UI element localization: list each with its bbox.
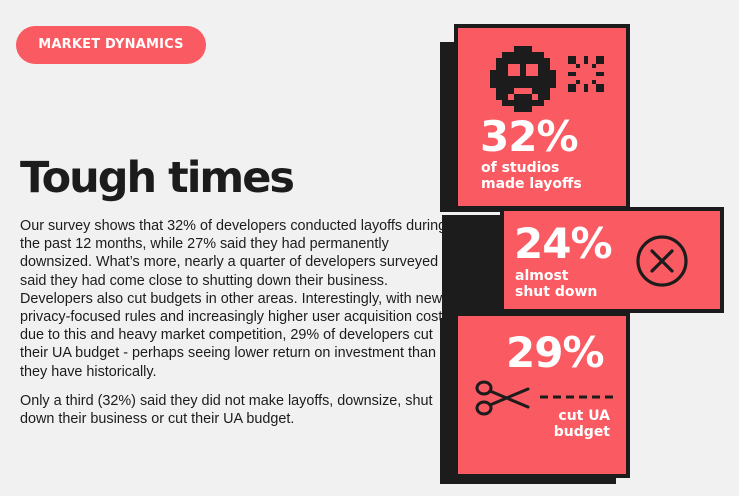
body-text: Our survey shows that 32% of developers …: [20, 217, 450, 439]
stat-label-line2: budget: [553, 424, 610, 440]
stat-card-ua-budget: 29% cut UA budget: [440, 312, 630, 484]
stat-value: 29%: [506, 328, 605, 377]
stat-label-line1: almost: [515, 268, 569, 284]
stat-label-line1: cut UA: [558, 408, 610, 424]
body-paragraph: Our survey shows that 32% of developers …: [20, 218, 450, 380]
stat-card-shut-down: 24% almost shut down: [442, 207, 724, 319]
body-paragraph: Only a third (32%) said they did not mak…: [20, 392, 433, 428]
circle-x-icon: [636, 235, 688, 287]
pixel-burst-icon: [568, 56, 604, 92]
stat-value: 24%: [514, 219, 613, 268]
stat-label-line2: made layoffs: [481, 176, 582, 192]
page-title: Tough times: [20, 153, 295, 203]
stat-value: 32%: [480, 112, 579, 161]
stat-label-line1: of studios: [481, 160, 560, 176]
scissors-icon: [475, 380, 530, 416]
section-label-badge: MARKET DYNAMICS: [16, 26, 206, 64]
cut-line-divider: [540, 395, 618, 399]
pixel-frown-face-icon: [490, 46, 556, 112]
stat-card-layoffs: 32% of studios made layoffs: [440, 24, 630, 214]
stat-label-line2: shut down: [515, 284, 598, 300]
